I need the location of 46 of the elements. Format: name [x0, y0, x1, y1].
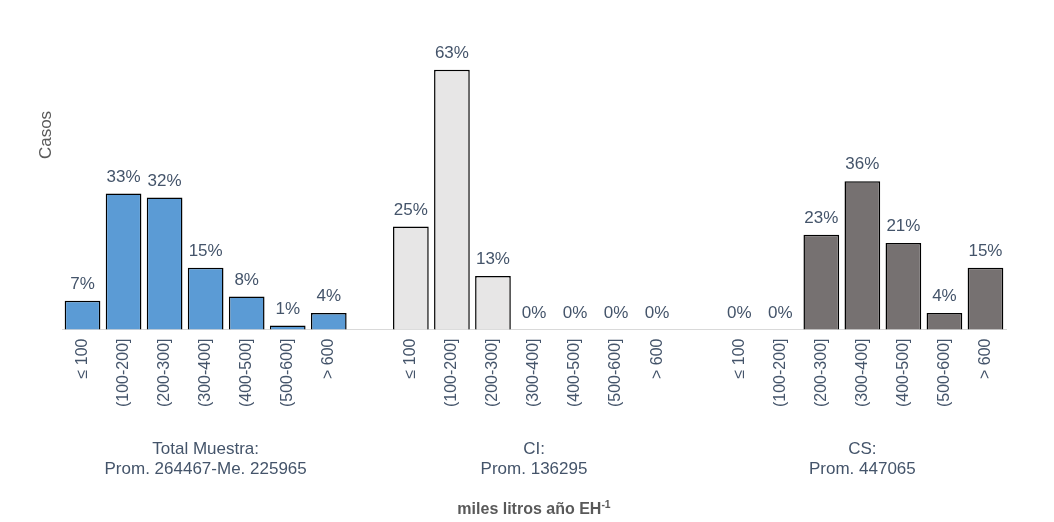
x-tick-label: (300-400] [196, 338, 214, 408]
data-label: 0% [562, 302, 588, 322]
data-label: 21% [886, 216, 921, 236]
data-label: 36% [845, 154, 880, 174]
data-label: 23% [804, 207, 839, 227]
data-label: 7% [70, 273, 95, 293]
x-tick-label: ≤ 100 [72, 338, 90, 379]
data-label: 1% [275, 298, 301, 318]
data-label: 33% [106, 166, 141, 186]
x-tick-label: (100-200] [770, 338, 788, 408]
x-tick-label: (200-300] [155, 338, 173, 408]
x-tick-label: (500-600] [278, 338, 296, 408]
data-label: 4% [316, 286, 342, 306]
data-label: 0% [521, 302, 547, 322]
text: Total Muestra: Prom. 264467-Me. 225965 [104, 439, 307, 478]
x-tick-label: (100-200] [113, 338, 131, 408]
x-tick-label: (500-600] [606, 338, 624, 408]
x-tick-label: (200-300] [483, 338, 501, 408]
x-tick-label: (400-500] [237, 338, 255, 408]
x-tick-label: (500-600] [934, 338, 952, 408]
data-label: 13% [475, 249, 510, 269]
x-tick-label: (400-500] [565, 338, 583, 408]
data-label: 8% [234, 269, 259, 289]
data-label: 4% [932, 286, 957, 306]
x-tick-label: > 600 [319, 338, 337, 379]
text: CI: Prom. 136295 [480, 439, 588, 478]
x-tick-label: > 600 [975, 338, 993, 379]
x-tick-label: (300-400] [524, 338, 542, 408]
data-label: 15% [188, 240, 223, 260]
data-label: 0% [644, 302, 670, 322]
x-tick-label: ≤ 100 [729, 338, 747, 379]
data-label: 32% [147, 170, 182, 190]
x-tick-label: (300-400] [852, 338, 870, 408]
data-label: 0% [726, 302, 752, 322]
data-label: 0% [603, 302, 629, 322]
x-tick-label: > 600 [647, 338, 665, 379]
y-axis-title: Casos [35, 110, 55, 160]
x-tick-label: (100-200] [442, 338, 460, 408]
x-tick-label: (400-500] [893, 338, 911, 408]
data-label: 15% [968, 240, 1003, 260]
text: CS: Prom. 447065 [808, 439, 916, 478]
data-label: 0% [767, 302, 793, 322]
x-tick-label: (200-300] [811, 338, 829, 408]
x-tick-label: ≤ 100 [401, 338, 419, 379]
data-label: 63% [434, 43, 469, 63]
data-label: 25% [393, 199, 428, 219]
